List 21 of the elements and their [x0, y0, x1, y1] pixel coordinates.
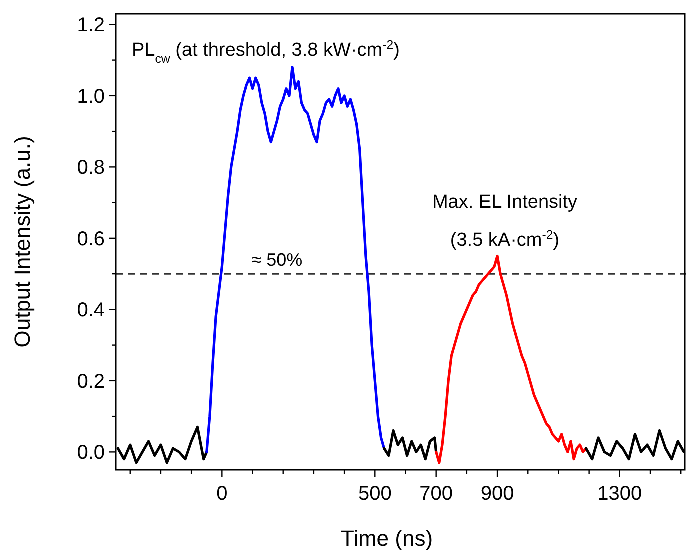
line-series [206, 66, 386, 454]
y-tick-label: 0.6 [77, 228, 105, 250]
line-series [383, 430, 438, 461]
y-tick-label: 1.0 [77, 86, 105, 108]
x-tick-label: 500 [358, 483, 392, 505]
annotation: Max. EL Intensity [432, 192, 578, 213]
x-axis-title: Time (ns) [340, 526, 434, 551]
x-tick-label: 1300 [598, 483, 642, 505]
x-tick-label: 0 [216, 483, 228, 505]
x-tick-label: 900 [480, 483, 514, 505]
annotation: PL$_{cw}$ (at threshold, 3.8 kW·cm$^{-2}$) [132, 38, 400, 66]
y-tick-label: 1.2 [77, 14, 105, 37]
ref-line-label: ≈ 50% [252, 250, 303, 270]
annotation: (3.5 kA·cm$^{-2}$) [450, 228, 560, 251]
x-tick-label: 700 [420, 483, 454, 505]
y-tick-label: 0.4 [77, 300, 105, 322]
y-tick-label: 0.2 [77, 370, 105, 393]
y-tick-label: 0.0 [77, 442, 105, 464]
y-tick-label: 0.8 [77, 157, 105, 180]
y-axis-title: Output Intensity (a.u.) [10, 136, 35, 348]
line-series [435, 254, 588, 464]
